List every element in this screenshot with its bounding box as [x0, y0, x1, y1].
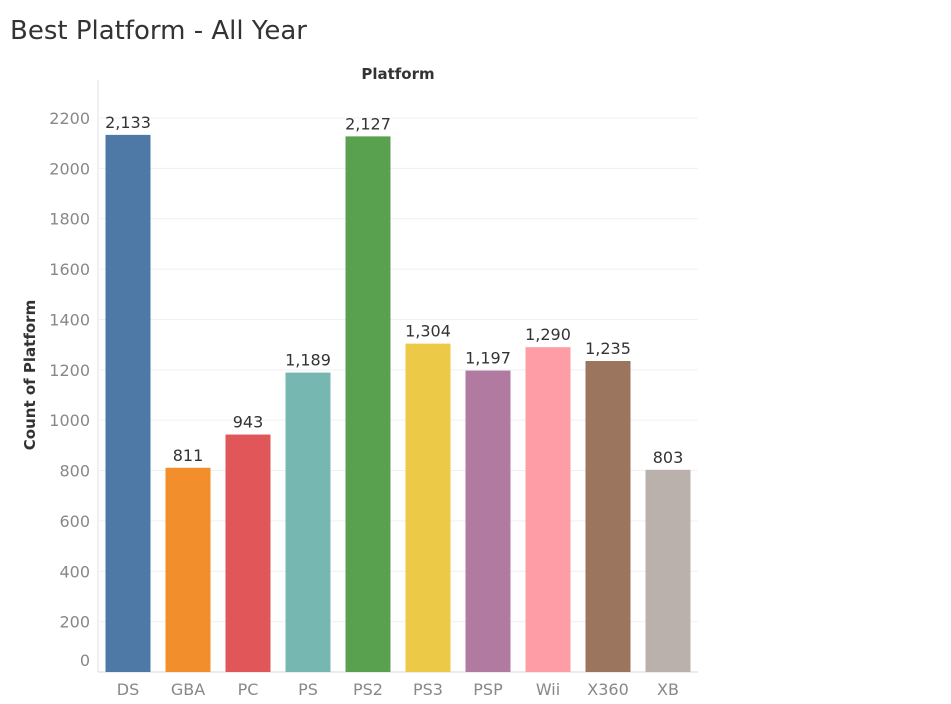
x-category-label: DS	[117, 680, 139, 699]
y-tick-label: 1000	[49, 411, 90, 430]
bars	[105, 134, 691, 673]
bar-ds[interactable]	[105, 134, 151, 672]
data-label-xb: 803	[653, 448, 684, 467]
y-tick-label: 200	[59, 613, 90, 632]
data-label-ds: 2,133	[105, 113, 151, 132]
y-tick-label: 1400	[49, 310, 90, 329]
x-category-label: XB	[657, 680, 679, 699]
data-label-x360: 1,235	[585, 339, 631, 358]
page-title: Best Platform - All Year	[10, 16, 307, 46]
data-label-gba: 811	[173, 446, 204, 465]
x-category-label: PSP	[473, 680, 503, 699]
bar-wii[interactable]	[525, 347, 571, 672]
y-tick-label: 800	[59, 462, 90, 481]
y-tick-label: 1800	[49, 210, 90, 229]
bar-x360[interactable]	[585, 361, 631, 672]
data-label-wii: 1,290	[525, 325, 571, 344]
bar-ps2[interactable]	[345, 136, 391, 673]
y-tick-label: 600	[59, 512, 90, 531]
x-axis-categories: DS GBA PC PS PS2 PS3 PSP Wii X360 XB	[117, 680, 679, 699]
bar-psp[interactable]	[465, 370, 511, 672]
y-tick-label: 1200	[49, 361, 90, 380]
data-label-pc: 943	[233, 413, 264, 432]
y-tick-label: 1600	[49, 260, 90, 279]
x-category-label: X360	[587, 680, 629, 699]
y-tick-label: 2200	[49, 109, 90, 128]
y-tick-label: 400	[59, 562, 90, 581]
x-category-label: Wii	[536, 680, 560, 699]
x-category-label: PS3	[413, 680, 443, 699]
y-tick-label: 0	[80, 651, 90, 670]
bar-xb[interactable]	[645, 469, 691, 672]
x-category-label: PS	[298, 680, 318, 699]
bar-pc[interactable]	[225, 434, 271, 672]
data-label-ps: 1,189	[285, 351, 331, 370]
bar-gba[interactable]	[165, 467, 211, 672]
bar-ps3[interactable]	[405, 343, 451, 672]
bar-ps[interactable]	[285, 372, 331, 672]
y-axis-title: Count of Platform	[21, 300, 39, 450]
y-axis-ticks: 0 200 400 600 800 1000 1200 1400 1600 1800 2000 220…	[49, 109, 90, 670]
x-axis-title: Platform	[361, 65, 434, 83]
y-tick-label: 2000	[49, 159, 90, 178]
data-label-ps2: 2,127	[345, 114, 391, 133]
data-label-psp: 1,197	[465, 349, 511, 368]
x-category-label: GBA	[171, 680, 205, 699]
x-category-label: PC	[238, 680, 259, 699]
data-label-ps3: 1,304	[405, 322, 451, 341]
data-labels: 2,133 811 943 1,189 2,127 1,304 1,197 1,290 1,23…	[105, 113, 683, 467]
x-category-label: PS2	[353, 680, 383, 699]
